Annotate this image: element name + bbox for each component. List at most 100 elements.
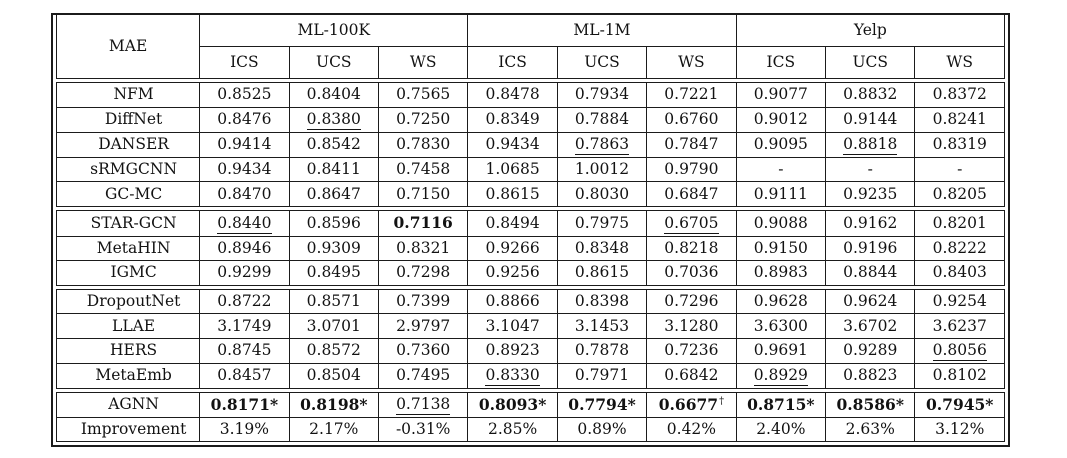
value-cell: 0.8586* (825, 391, 916, 419)
table-row: STAR-GCN 0.8440 0.8596 0.7116 0.8494 0.7975 0.… (55, 210, 1005, 238)
value-text: 0.9144 (843, 110, 898, 129)
method-name-cell: AGNN (55, 391, 201, 419)
value-text: 0.8201 (932, 213, 987, 232)
value-text: 0.9309 (306, 238, 361, 257)
value-cell: 0.7221 (646, 82, 737, 108)
method-name-cell: DropoutNet (55, 288, 201, 315)
section-table-2: STAR-GCN 0.8440 0.8596 0.7116 0.8494 0.7975 0.… (55, 210, 1005, 286)
value-text: 0.9256 (485, 263, 540, 282)
col-header-ml100k-ics: ICS (199, 45, 290, 80)
value-cell: 0.9790 (646, 156, 737, 183)
value-text: 0.8572 (306, 341, 361, 360)
value-text: 0.8983 (753, 263, 808, 282)
col-header-ml1m-ws: WS (646, 45, 737, 80)
value-cell: 0.8596 (288, 210, 379, 238)
value-cell: 0.9077 (735, 82, 827, 108)
dataset-header-ml100k: ML-100K (199, 15, 469, 47)
value-text: 0.89% (577, 419, 627, 438)
value-cell: 0.8866 (467, 288, 558, 315)
value-text: 3.1280 (664, 316, 719, 335)
value-text: 0.8832 (843, 85, 898, 104)
value-text: 3.6237 (932, 316, 987, 335)
table-row: DropoutNet 0.8722 0.8571 0.7399 0.8866 0.8398… (55, 288, 1005, 315)
value-cell: 0.8440 (199, 210, 290, 238)
value-text: 0.8495 (306, 263, 361, 282)
method-name-cell: STAR-GCN (55, 210, 201, 238)
value-cell: 0.7298 (377, 260, 469, 286)
value-text: 0.8478 (485, 85, 540, 104)
value-text: 0.8818 (843, 134, 898, 155)
value-text: 0.8596 (306, 213, 361, 232)
section-table-3: DropoutNet 0.8722 0.8571 0.7399 0.8866 0.8398… (55, 288, 1005, 389)
value-cell: 0.9628 (735, 288, 827, 315)
value-cell: 0.9624 (825, 288, 916, 315)
value-text: 0.7236 (664, 341, 719, 360)
header-row-scenarios: ICS UCS WS ICS UCS WS ICS UCS WS (57, 45, 1005, 80)
value-text: 0.6847 (664, 184, 719, 203)
method-name-cell: MetaEmb (55, 363, 201, 389)
value-cell: 0.8201 (914, 210, 1005, 238)
table-row: IGMC 0.9299 0.8495 0.7298 0.9256 0.8615 0.7036… (55, 260, 1005, 286)
value-cell: 0.8647 (288, 181, 379, 208)
value-cell: 0.9256 (467, 260, 558, 286)
section-table-1: NFM 0.8525 0.8404 0.7565 0.8478 0.7934 0.7221 0… (55, 82, 1005, 208)
value-text: 0.7250 (396, 110, 451, 129)
value-cell: 0.9414 (199, 131, 290, 158)
method-name-cell: Improvement (55, 417, 201, 442)
value-cell: 0.9162 (825, 210, 916, 238)
value-cell: 0.8457 (199, 363, 290, 389)
value-text: - (957, 159, 963, 178)
value-cell: 0.9691 (735, 338, 827, 365)
table-row: NFM 0.8525 0.8404 0.7565 0.8478 0.7934 0.7221 0… (55, 82, 1005, 108)
method-name-cell: sRMGCNN (55, 156, 201, 183)
method-name-cell: GC-MC (55, 181, 201, 208)
value-text: 0.9150 (753, 238, 808, 257)
value-text: 0.8404 (306, 85, 361, 104)
value-text: 0.7138 (396, 395, 451, 416)
value-text: - (778, 159, 784, 178)
value-text: 0.9235 (843, 184, 898, 203)
value-cell: 0.8832 (825, 82, 916, 108)
value-text: 0.8745 (217, 341, 272, 360)
value-cell: 0.8470 (199, 181, 290, 208)
value-text: 0.8321 (396, 238, 451, 257)
value-cell: 2.9797 (377, 313, 469, 340)
value-text: 2.40% (756, 419, 806, 438)
value-text: 0.8844 (843, 263, 898, 282)
value-cell: 0.7975 (556, 210, 648, 238)
value-cell: 0.8946 (199, 236, 290, 262)
table-header-block: MAE ML-100K ML-1M Yelp ICS UCS WS ICS UC… (55, 15, 1006, 80)
method-name-cell: NFM (55, 82, 201, 108)
value-cell: 0.8923 (467, 338, 558, 365)
value-text: 3.6300 (753, 316, 808, 335)
value-cell: 0.8929 (735, 363, 827, 389)
method-name-cell: HERS (55, 338, 201, 365)
value-text: 0.9790 (664, 159, 719, 178)
value-cell: 0.8205 (914, 181, 1005, 208)
col-header-ml1m-ics: ICS (467, 45, 558, 80)
value-text: 0.9289 (843, 341, 898, 360)
value-cell: 0.42% (646, 417, 737, 442)
col-header-ml1m-ucs: UCS (556, 45, 648, 80)
value-text: 0.9624 (843, 291, 898, 310)
value-cell: 2.85% (467, 417, 558, 442)
value-text: 0.7830 (396, 134, 451, 153)
value-cell: 0.8494 (467, 210, 558, 238)
value-cell: 0.8722 (199, 288, 290, 315)
value-text: 0.8411 (306, 159, 361, 178)
dataset-header-ml1m: ML-1M (467, 15, 737, 47)
value-cell: 0.9266 (467, 236, 558, 262)
value-cell: 0.9095 (735, 131, 827, 158)
value-text: 0.8525 (217, 85, 272, 104)
value-text: 0.9434 (485, 134, 540, 153)
method-name-cell: MetaHIN (55, 236, 201, 262)
value-cell: 0.9196 (825, 236, 916, 262)
value-cell: 3.1280 (646, 313, 737, 340)
value-text: 0.7878 (574, 341, 630, 360)
value-text: 0.9299 (217, 263, 272, 282)
value-cell: 0.6847 (646, 181, 737, 208)
value-text: 0.6842 (664, 366, 719, 385)
value-text: 0.8330 (485, 366, 540, 387)
value-cell: 0.7565 (377, 82, 469, 108)
value-text: 0.7296 (664, 291, 719, 310)
